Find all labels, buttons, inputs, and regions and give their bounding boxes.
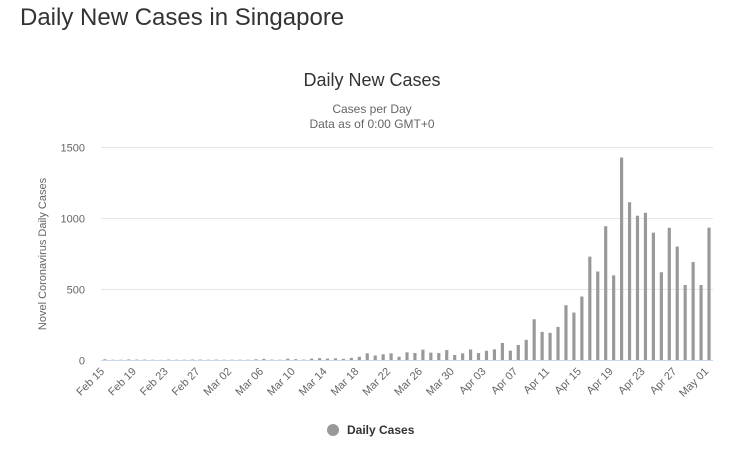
bar[interactable] [254, 359, 258, 360]
bar[interactable] [500, 342, 504, 360]
bar[interactable] [310, 358, 314, 360]
bar[interactable] [612, 275, 616, 360]
bar[interactable] [635, 215, 640, 360]
bar[interactable] [484, 350, 489, 360]
bar[interactable] [468, 349, 473, 360]
bar[interactable] [405, 352, 409, 360]
x-tick-label: Feb 23 [138, 366, 171, 399]
bar[interactable] [397, 356, 401, 360]
bar[interactable] [675, 246, 679, 360]
bar[interactable] [421, 349, 425, 360]
legend-label: Daily Cases [347, 423, 415, 437]
bar[interactable] [317, 358, 322, 360]
bar[interactable] [349, 357, 353, 360]
x-tick-label: Mar 22 [361, 366, 394, 399]
bar[interactable] [325, 358, 330, 360]
x-tick-label: Feb 19 [106, 366, 139, 399]
legend[interactable]: Daily Cases [327, 423, 414, 437]
y-tick-label: 0 [79, 356, 85, 368]
bars [103, 157, 711, 360]
x-tick-label: Mar 06 [233, 366, 266, 399]
bar[interactable] [476, 353, 481, 360]
bar[interactable] [651, 232, 655, 360]
bar[interactable] [262, 358, 266, 360]
x-tick-label: Apr 03 [457, 366, 488, 397]
x-tick-label: Apr 19 [584, 366, 615, 397]
bar[interactable] [572, 312, 576, 360]
bar[interactable] [413, 353, 417, 360]
chart-subtitle-line-2: Data as of 0:00 GMT+0 [309, 117, 434, 131]
bar[interactable] [381, 354, 385, 360]
bar[interactable] [532, 319, 536, 360]
x-tick-label: Mar 14 [297, 366, 330, 399]
bar[interactable] [365, 353, 369, 360]
x-tick-label: Mar 02 [202, 366, 235, 399]
y-tick-label: 500 [67, 285, 85, 297]
legend-marker [327, 424, 339, 436]
bar[interactable] [389, 353, 393, 360]
chart-subtitle-line-1: Cases per Day [332, 102, 411, 116]
bar[interactable] [691, 262, 695, 360]
bar[interactable] [524, 339, 528, 360]
bar[interactable] [429, 352, 433, 360]
bar[interactable] [461, 353, 465, 360]
x-tick-label: Mar 26 [392, 366, 425, 399]
bar[interactable] [556, 326, 560, 360]
bar[interactable] [643, 212, 648, 360]
x-tick-label: Feb 27 [170, 366, 203, 399]
bar[interactable] [437, 353, 441, 360]
bar[interactable] [596, 271, 600, 360]
bar[interactable] [627, 202, 632, 360]
x-tick-label: May 01 [677, 366, 711, 400]
bar[interactable] [286, 358, 290, 360]
bar[interactable] [127, 359, 131, 360]
y-tick-label: 1000 [61, 214, 85, 226]
bar[interactable] [341, 358, 346, 360]
bar[interactable] [667, 227, 671, 360]
x-tick-label: Feb 15 [74, 366, 107, 399]
bar[interactable] [357, 356, 361, 360]
x-tick-label: Apr 23 [616, 366, 647, 397]
x-tick-label: Mar 30 [424, 366, 457, 399]
x-axis-ticks: Feb 15 Feb 19 Feb 23 Feb 27 Mar 02 Mar 06 Mar … [74, 366, 711, 400]
x-tick-label: Apr 15 [553, 366, 584, 397]
bar[interactable] [516, 344, 520, 360]
bar[interactable] [699, 285, 703, 360]
x-tick-label: Apr 11 [521, 366, 552, 397]
bar[interactable] [492, 349, 497, 360]
bar[interactable] [548, 332, 552, 360]
bar[interactable] [707, 227, 711, 360]
bar[interactable] [683, 285, 687, 360]
bar[interactable] [373, 355, 377, 360]
page-heading: Daily New Cases in Singapore [20, 4, 345, 31]
bar[interactable] [659, 272, 663, 360]
gridlines [101, 147, 713, 290]
bar[interactable] [540, 331, 544, 360]
bar[interactable] [564, 305, 568, 360]
x-tick-label: Apr 07 [489, 366, 520, 397]
x-tick-label: Mar 18 [329, 366, 362, 399]
y-axis-title: Novel Coronavirus Daily Cases [37, 177, 49, 330]
bar[interactable] [588, 256, 592, 360]
bar[interactable] [580, 296, 584, 360]
y-axis-ticks: 0 500 1000 1500 [61, 143, 85, 368]
bar[interactable] [620, 157, 624, 360]
x-tick-label: Apr 27 [648, 366, 679, 397]
chart-title: Daily New Cases [303, 70, 440, 90]
bar[interactable] [103, 359, 107, 360]
bar[interactable] [333, 358, 338, 360]
bar[interactable] [294, 359, 298, 360]
x-tick-label: Mar 10 [265, 366, 298, 399]
bar[interactable] [453, 355, 457, 360]
bar[interactable] [445, 350, 449, 360]
bar[interactable] [604, 226, 608, 360]
y-tick-label: 1500 [61, 143, 85, 155]
bar[interactable] [508, 350, 512, 360]
